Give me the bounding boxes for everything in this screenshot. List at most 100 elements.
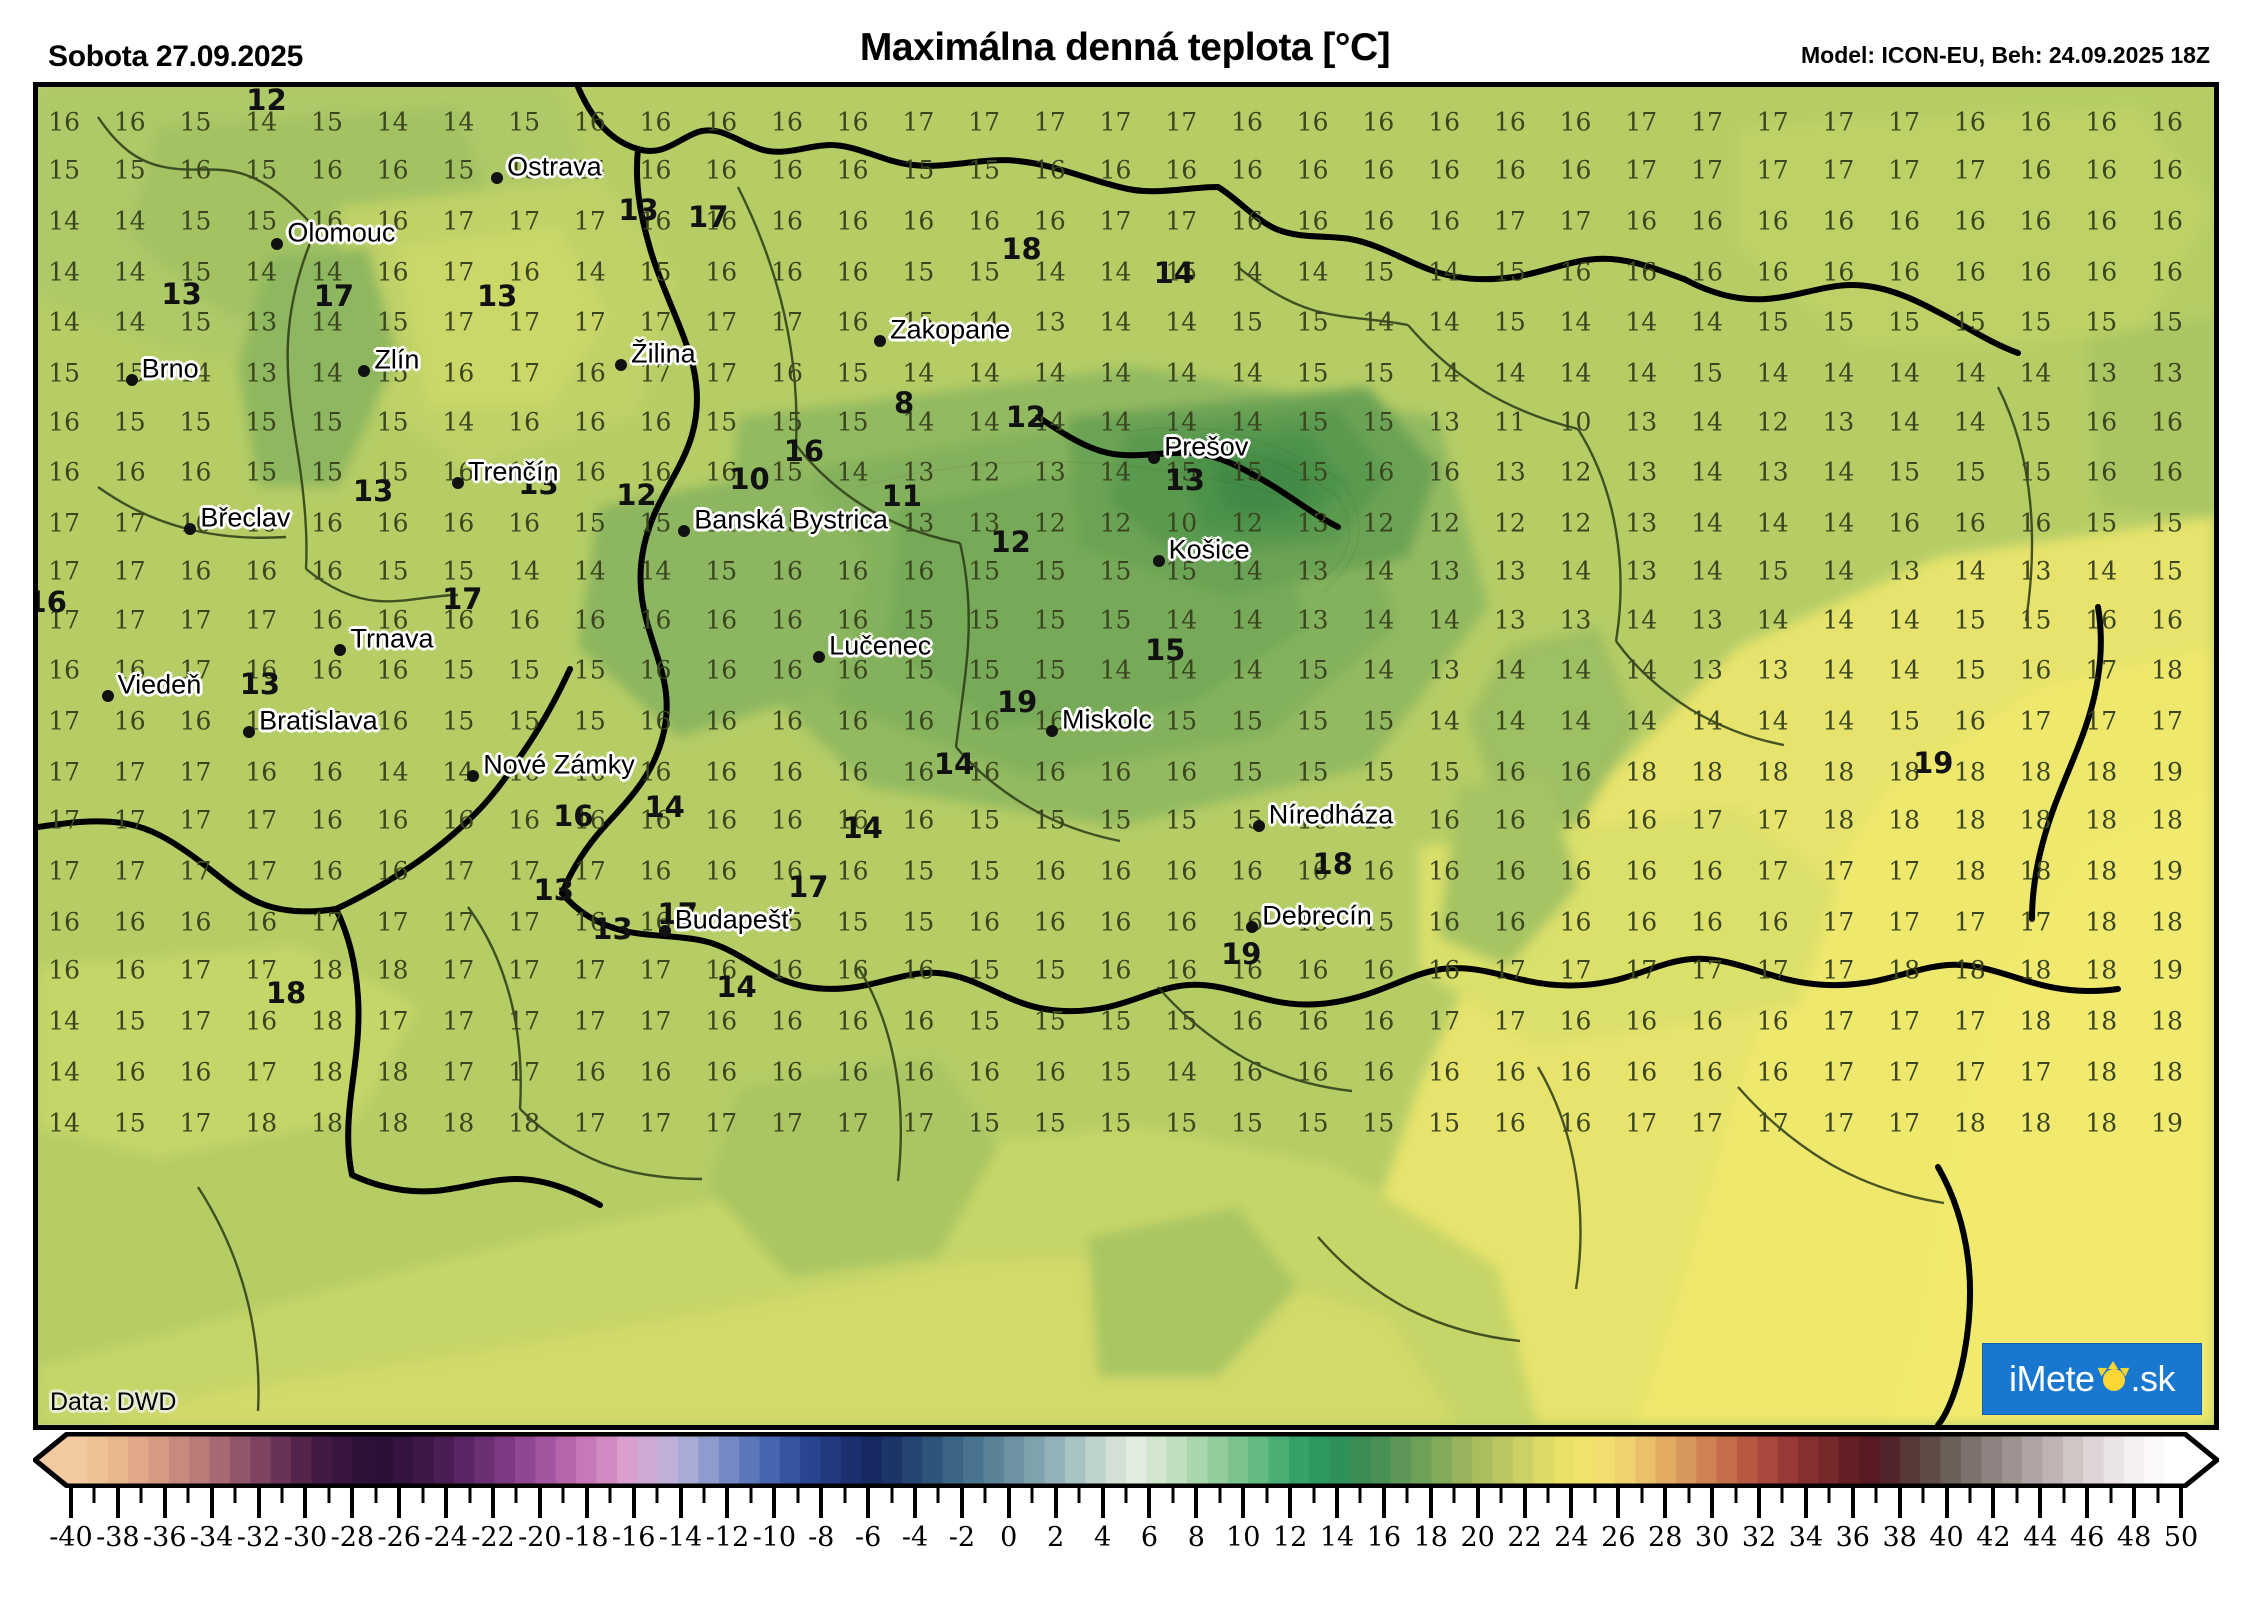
imeteo-logo[interactable]: iMete .sk — [1982, 1343, 2202, 1415]
grid-temperature: 16 — [573, 107, 606, 137]
legend-tick-minor — [186, 1488, 190, 1503]
grid-temperature: 16 — [639, 706, 672, 736]
grid-temperature: 16 — [1888, 257, 1921, 287]
grid-temperature: 16 — [705, 856, 738, 886]
grid-temperature: 17 — [1888, 1057, 1921, 1087]
grid-temperature: 18 — [2085, 955, 2118, 985]
grid-temperature: 16 — [113, 457, 146, 487]
grid-temperature: 14 — [1756, 706, 1789, 736]
grid-temperature: 17 — [376, 907, 409, 937]
grid-temperature: 16 — [245, 907, 278, 937]
grid-temperature: 16 — [1033, 1057, 1066, 1087]
grid-temperature: 16 — [705, 805, 738, 835]
grid-temperature: 15 — [179, 206, 212, 236]
grid-temperature: 16 — [2085, 206, 2118, 236]
grid-temperature: 14 — [1099, 407, 1132, 436]
grid-temperature: 16 — [968, 907, 1001, 937]
grid-temperature: 14 — [1756, 358, 1789, 388]
grid-temperature: 17 — [508, 1057, 541, 1087]
grid-temperature: 12 — [1033, 508, 1066, 538]
grid-temperature: 16 — [902, 706, 935, 736]
grid-temperature: 15 — [771, 907, 803, 937]
grid-temperature: 16 — [1559, 257, 1592, 287]
grid-temperature: 16 — [179, 155, 212, 185]
city-dot-icon — [658, 925, 671, 938]
grid-temperature: 13 — [2019, 556, 2052, 586]
grid-temperature: 15 — [902, 307, 935, 337]
grid-temperature: 14 — [1296, 257, 1329, 287]
grid-temperature: 18 — [1822, 805, 1855, 835]
grid-temperature: 15 — [376, 358, 409, 388]
grid-temperature: 16 — [1625, 856, 1658, 886]
grid-temperature: 13 — [902, 508, 935, 538]
grid-temperature: 15 — [179, 107, 212, 137]
grid-temperature: 16 — [1559, 155, 1592, 185]
legend-tick-minor — [1405, 1488, 1409, 1503]
grid-temperature: 16 — [573, 907, 606, 937]
grid-temperature: 16 — [1231, 1006, 1263, 1036]
grid-temperature: 17 — [573, 307, 606, 337]
legend-tick-minor — [1077, 1488, 1081, 1503]
grid-temperature: 17 — [2019, 907, 2052, 937]
grid-temperature: 16 — [836, 955, 869, 985]
grid-temperature: 16 — [1296, 107, 1329, 137]
grid-temperature: 14 — [1625, 358, 1658, 388]
grid-temperature: 16 — [1033, 155, 1066, 185]
grid-temperature: 14 — [1822, 508, 1855, 538]
grid-temperature: 16 — [113, 1057, 146, 1087]
grid-temperature: 15 — [113, 407, 146, 436]
legend-tick-minor — [702, 1488, 706, 1503]
grid-temperature: 15 — [1296, 706, 1329, 736]
temperature-map[interactable]: 16 16 15 14 15 14 14 15 16 16 16 16 16 17 17 17 17 17 16 16… — [33, 82, 2219, 1430]
grid-temperature: 16 — [836, 856, 869, 886]
grid-temperature: 14 — [245, 107, 278, 137]
legend-tick — [1475, 1488, 1480, 1518]
grid-temperature: 16 — [705, 1057, 738, 1087]
grid-temperature: 15 — [376, 457, 409, 487]
grid-temperature: 17 — [113, 508, 146, 538]
grid-temperature: 14 — [311, 358, 343, 388]
grid-temperature: 16 — [1165, 757, 1198, 787]
grid-temperature: 16 — [705, 907, 738, 937]
city-dot-icon — [334, 644, 347, 657]
grid-temperature: 15 — [2151, 508, 2183, 538]
legend-tick-minor — [327, 1488, 331, 1503]
grid-temperature: 16 — [1231, 856, 1263, 886]
grid-temperature: 14 — [902, 407, 935, 436]
grid-temperature: 15 — [113, 155, 146, 185]
grid-temperature: 16 — [1231, 955, 1263, 985]
grid-temperature: 16 — [1691, 206, 1723, 236]
grid-temperature: 17 — [508, 907, 541, 937]
grid-temperature: 16 — [771, 1006, 803, 1036]
legend-tick — [303, 1488, 308, 1518]
grid-temperature: 14 — [902, 358, 935, 388]
grid-temperature: 16 — [573, 757, 606, 787]
grid-temperature: 16 — [311, 155, 343, 185]
grid-temperature: 15 — [1428, 757, 1461, 787]
grid-temperature: 16 — [48, 955, 81, 985]
grid-temperature: 15 — [968, 1006, 1001, 1036]
grid-temperature: 11 — [1493, 407, 1526, 436]
grid-temperature: 16 — [1756, 1057, 1789, 1087]
grid-temperature: 17 — [1756, 805, 1789, 835]
grid-temperature: 16 — [771, 655, 803, 685]
grid-temperature: 14 — [1559, 556, 1592, 586]
grid-temperature: 16 — [1362, 155, 1395, 185]
extreme-temperature-label: 19 — [997, 685, 1038, 720]
grid-temperature: 14 — [968, 307, 1001, 337]
grid-temperature: 17 — [1953, 907, 1986, 937]
grid-temperature: 17 — [245, 605, 278, 635]
grid-temperature: 13 — [1428, 556, 1461, 586]
grid-temperature: 17 — [1756, 155, 1789, 185]
legend-tick-label: 24 — [1554, 1522, 1589, 1553]
grid-temperature: 17 — [1822, 856, 1855, 886]
grid-temperature: 18 — [2085, 856, 2118, 886]
grid-temperature: 16 — [836, 1057, 869, 1087]
legend-tick-minor — [2156, 1488, 2160, 1503]
grid-temperature: 16 — [1231, 1057, 1263, 1087]
grid-temperature: 15 — [2019, 605, 2052, 635]
grid-temperature: 15 — [639, 257, 672, 287]
grid-temperature: 16 — [639, 1057, 672, 1087]
legend-tick — [1850, 1488, 1855, 1518]
grid-temperature: 14 — [1691, 407, 1723, 436]
